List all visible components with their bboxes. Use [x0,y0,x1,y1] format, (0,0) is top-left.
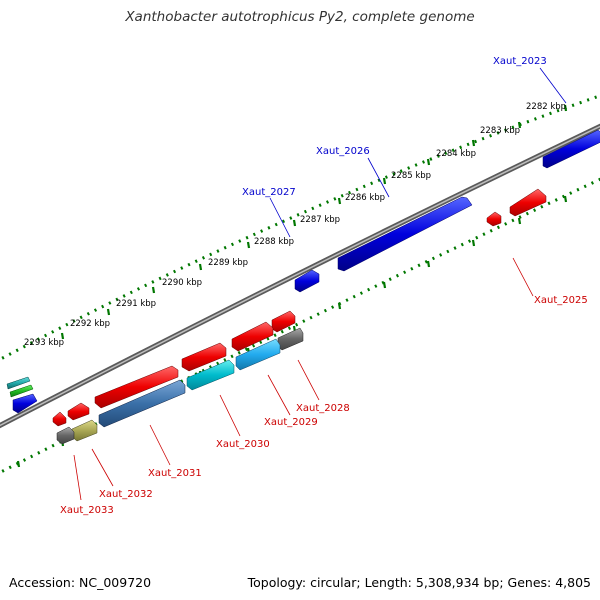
tick-label: 2290 kbp [162,278,202,288]
gene-arrow[interactable] [542,129,600,169]
gene-arrow[interactable] [67,402,90,421]
gene-arrow[interactable] [98,379,186,428]
tick-label: 2291 kbp [116,299,156,309]
tick-label: 2283 kbp [480,126,520,136]
gene-label[interactable]: Xaut_2023 [493,56,547,67]
gene-arrow[interactable] [294,269,320,293]
gene-arrow[interactable] [231,321,274,352]
gene-arrow[interactable] [486,211,502,227]
reverse-gene-labels: Xaut_2025 Xaut_2028 Xaut_2029 Xaut_2030 … [60,295,588,516]
gene-arrow[interactable] [94,365,179,409]
genome-summary-text: Topology: circular; Length: 5,308,934 bp… [247,575,591,590]
gene-arrow[interactable] [52,411,67,427]
gene-label[interactable]: Xaut_2026 [316,146,370,157]
tick-label: 2284 kbp [436,149,476,159]
forward-genes[interactable] [6,129,600,414]
gene-label[interactable]: Xaut_2032 [99,489,153,500]
genome-backbone [0,123,600,429]
gene-label[interactable]: Xaut_2029 [264,417,318,428]
forward-gene-labels: Xaut_2023 Xaut_2026 Xaut_2027 [242,56,547,198]
accession-text: Accession: NC_009720 [9,575,152,590]
tick-label: 2293 kbp [24,338,64,348]
gene-arrow[interactable] [9,384,34,398]
gene-arrow[interactable] [56,426,75,445]
gene-label[interactable]: Xaut_2027 [242,187,296,198]
tick-label: 2286 kbp [345,193,385,203]
gene-label[interactable]: Xaut_2030 [216,439,270,450]
reverse-genes[interactable] [52,188,547,445]
tick-label: 2285 kbp [391,171,431,181]
gene-label[interactable]: Xaut_2025 [534,295,588,306]
gene-arrow[interactable] [337,196,473,272]
gene-arrow[interactable] [71,419,98,442]
gene-arrow[interactable] [271,310,296,333]
tick-label: 2289 kbp [208,258,248,268]
gene-label[interactable]: Xaut_2033 [60,505,114,516]
tick-label: 2287 kbp [300,215,340,225]
genome-title: Xanthobacter autotrophicus Py2, complete… [125,9,475,25]
gene-arrow[interactable] [235,338,281,371]
tick-labels: 2282 kbp 2283 kbp 2284 kbp 2285 kbp 2286… [24,102,566,348]
tick-label: 2282 kbp [526,102,566,112]
gene-arrow[interactable] [12,393,38,414]
gene-arrow[interactable] [181,342,227,372]
tick-label: 2292 kbp [70,319,110,329]
gene-label[interactable]: Xaut_2031 [148,468,202,479]
tick-label: 2288 kbp [254,237,294,247]
tick-track-upper [0,94,600,362]
gene-arrow[interactable] [6,376,31,390]
gene-arrow[interactable] [186,359,235,391]
gene-label[interactable]: Xaut_2028 [296,403,350,414]
reverse-label-leaders [73,257,534,501]
forward-label-leaders [269,67,567,238]
gene-arrow[interactable] [509,188,547,217]
